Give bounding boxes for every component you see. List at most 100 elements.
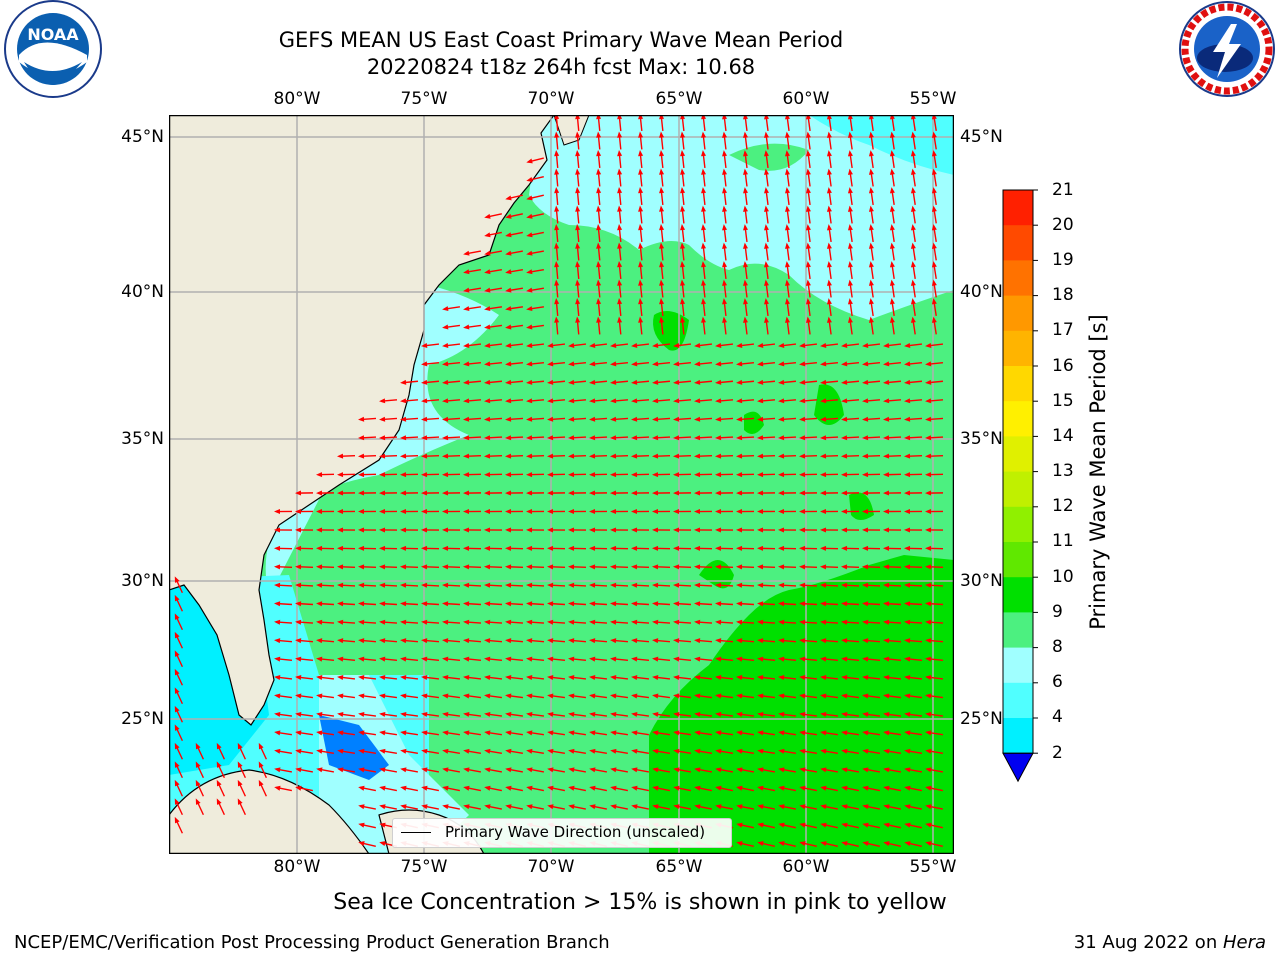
- wave-arrow-head: [610, 693, 617, 699]
- wave-arrow-head: [610, 509, 617, 515]
- wave-arrow-head: [701, 168, 707, 175]
- wave-arrow-head: [400, 730, 407, 736]
- wave-arrow-head: [799, 767, 806, 773]
- wave-arrow-head: [554, 168, 560, 175]
- wave-arrow-head: [736, 638, 743, 644]
- colorbar-tick-12: 12: [1052, 496, 1074, 516]
- wave-arrow-head: [820, 379, 827, 385]
- wave-arrow-head: [337, 693, 344, 699]
- wave-arrow-head: [463, 804, 470, 810]
- wave-arrow-head: [442, 490, 449, 496]
- wave-arrow-head: [736, 804, 743, 810]
- wave-arrow-head: [868, 224, 874, 231]
- wave-arrow-head: [379, 693, 386, 699]
- wave-arrow-head: [505, 435, 512, 441]
- wave-arrow-head: [904, 638, 911, 644]
- wave-arrow-head: [484, 490, 491, 496]
- wave-arrow-head: [596, 298, 602, 305]
- wave-arrow-head: [925, 638, 932, 644]
- wave-arrow-head: [610, 767, 617, 773]
- wave-arrow-head: [904, 564, 911, 570]
- wave-arrow-head: [174, 650, 180, 657]
- wave-arrow-head: [568, 398, 575, 404]
- wave-arrow-head: [400, 398, 407, 404]
- wave-arrow-head: [701, 150, 707, 157]
- wave-arrow-head: [568, 601, 575, 607]
- wave-arrow-head: [799, 675, 806, 681]
- wave-arrow-head: [826, 224, 832, 231]
- wave-arrow-head: [274, 730, 281, 736]
- wave-arrow-head: [337, 638, 344, 644]
- wave-arrow-head: [883, 619, 890, 625]
- wave-arrow-head: [764, 242, 769, 249]
- wave-arrow-head: [904, 804, 911, 810]
- wave-arrow-head: [216, 798, 222, 805]
- wave-arrow-head: [889, 187, 895, 194]
- wave-arrow-head: [652, 472, 659, 478]
- wave-arrow-head: [316, 490, 323, 496]
- wave-arrow-head: [757, 767, 764, 773]
- wave-arrow-head: [715, 435, 722, 441]
- legend-line-sample: [401, 832, 431, 833]
- wave-arrow-head: [736, 490, 743, 496]
- wave-arrow-head: [484, 656, 491, 662]
- wave-arrow-head: [505, 711, 512, 717]
- wave-arrow-head: [610, 453, 617, 459]
- wave-arrow-head: [442, 656, 449, 662]
- wave-arrow-head: [505, 361, 512, 367]
- wave-arrow-head: [358, 656, 365, 662]
- ocean-8-9s-north: [529, 115, 954, 320]
- wave-arrow-head: [799, 693, 806, 699]
- lat-tick-right-45n: 45°N: [960, 127, 1003, 147]
- wave-arrow-head: [715, 601, 722, 607]
- wave-arrow-head: [805, 205, 811, 212]
- wave-arrow-head: [722, 187, 728, 194]
- wave-arrow-head: [862, 416, 869, 422]
- wave-arrow-head: [295, 656, 302, 662]
- wave-arrow-head: [421, 638, 428, 644]
- wave-arrow-head: [463, 564, 470, 570]
- wave-arrow-head: [847, 150, 853, 157]
- wave-arrow-head: [652, 398, 659, 404]
- wave-arrow-head: [589, 804, 596, 810]
- wave-arrow-head: [652, 804, 659, 810]
- wave-arrow-head: [862, 379, 869, 385]
- wave-arrow-head: [575, 131, 581, 138]
- wave-arrow-head: [568, 656, 575, 662]
- wave-arrow-head: [799, 379, 806, 385]
- wave-arrow-head: [826, 150, 832, 157]
- lon-tick-bottom-75w: 75°W: [400, 857, 448, 877]
- wave-arrow-head: [547, 711, 554, 717]
- wave-arrow-head: [589, 545, 596, 551]
- wave-arrow-head: [505, 490, 512, 496]
- wave-arrow-head: [910, 150, 916, 157]
- wave-arrow-head: [526, 416, 533, 422]
- wave-arrow-head: [652, 601, 659, 607]
- wave-arrow-head: [484, 287, 491, 293]
- wave-arrow-head: [652, 656, 659, 662]
- wave-arrow-head: [862, 601, 869, 607]
- wave-arrow-head: [764, 150, 769, 157]
- wave-arrow-head: [736, 527, 743, 533]
- wave-arrow-head: [379, 527, 386, 533]
- wave-arrow-head: [617, 298, 623, 305]
- wave-arrow-head: [505, 287, 512, 293]
- wave-arrow-head: [673, 490, 680, 496]
- wave-arrow-head: [925, 379, 932, 385]
- wave-arrow-head: [715, 730, 722, 736]
- wave-arrow-head: [237, 742, 243, 750]
- wave-arrow-head: [925, 416, 932, 422]
- wave-arrow-head: [421, 804, 428, 810]
- wave-arrow-head: [258, 779, 264, 787]
- wave-arrow-head: [631, 342, 638, 348]
- wave-arrow-head: [673, 785, 680, 791]
- footer-machine: Hera: [1222, 932, 1266, 953]
- wave-arrow-head: [805, 150, 811, 157]
- wave-arrow-head: [659, 205, 665, 212]
- wave-arrow-head: [631, 472, 638, 478]
- wave-arrow-head: [484, 453, 491, 459]
- wave-arrow-head: [631, 748, 638, 754]
- wave-arrow-head: [841, 379, 848, 385]
- wave-arrow-head: [610, 416, 617, 422]
- wave-arrow-head: [799, 472, 806, 478]
